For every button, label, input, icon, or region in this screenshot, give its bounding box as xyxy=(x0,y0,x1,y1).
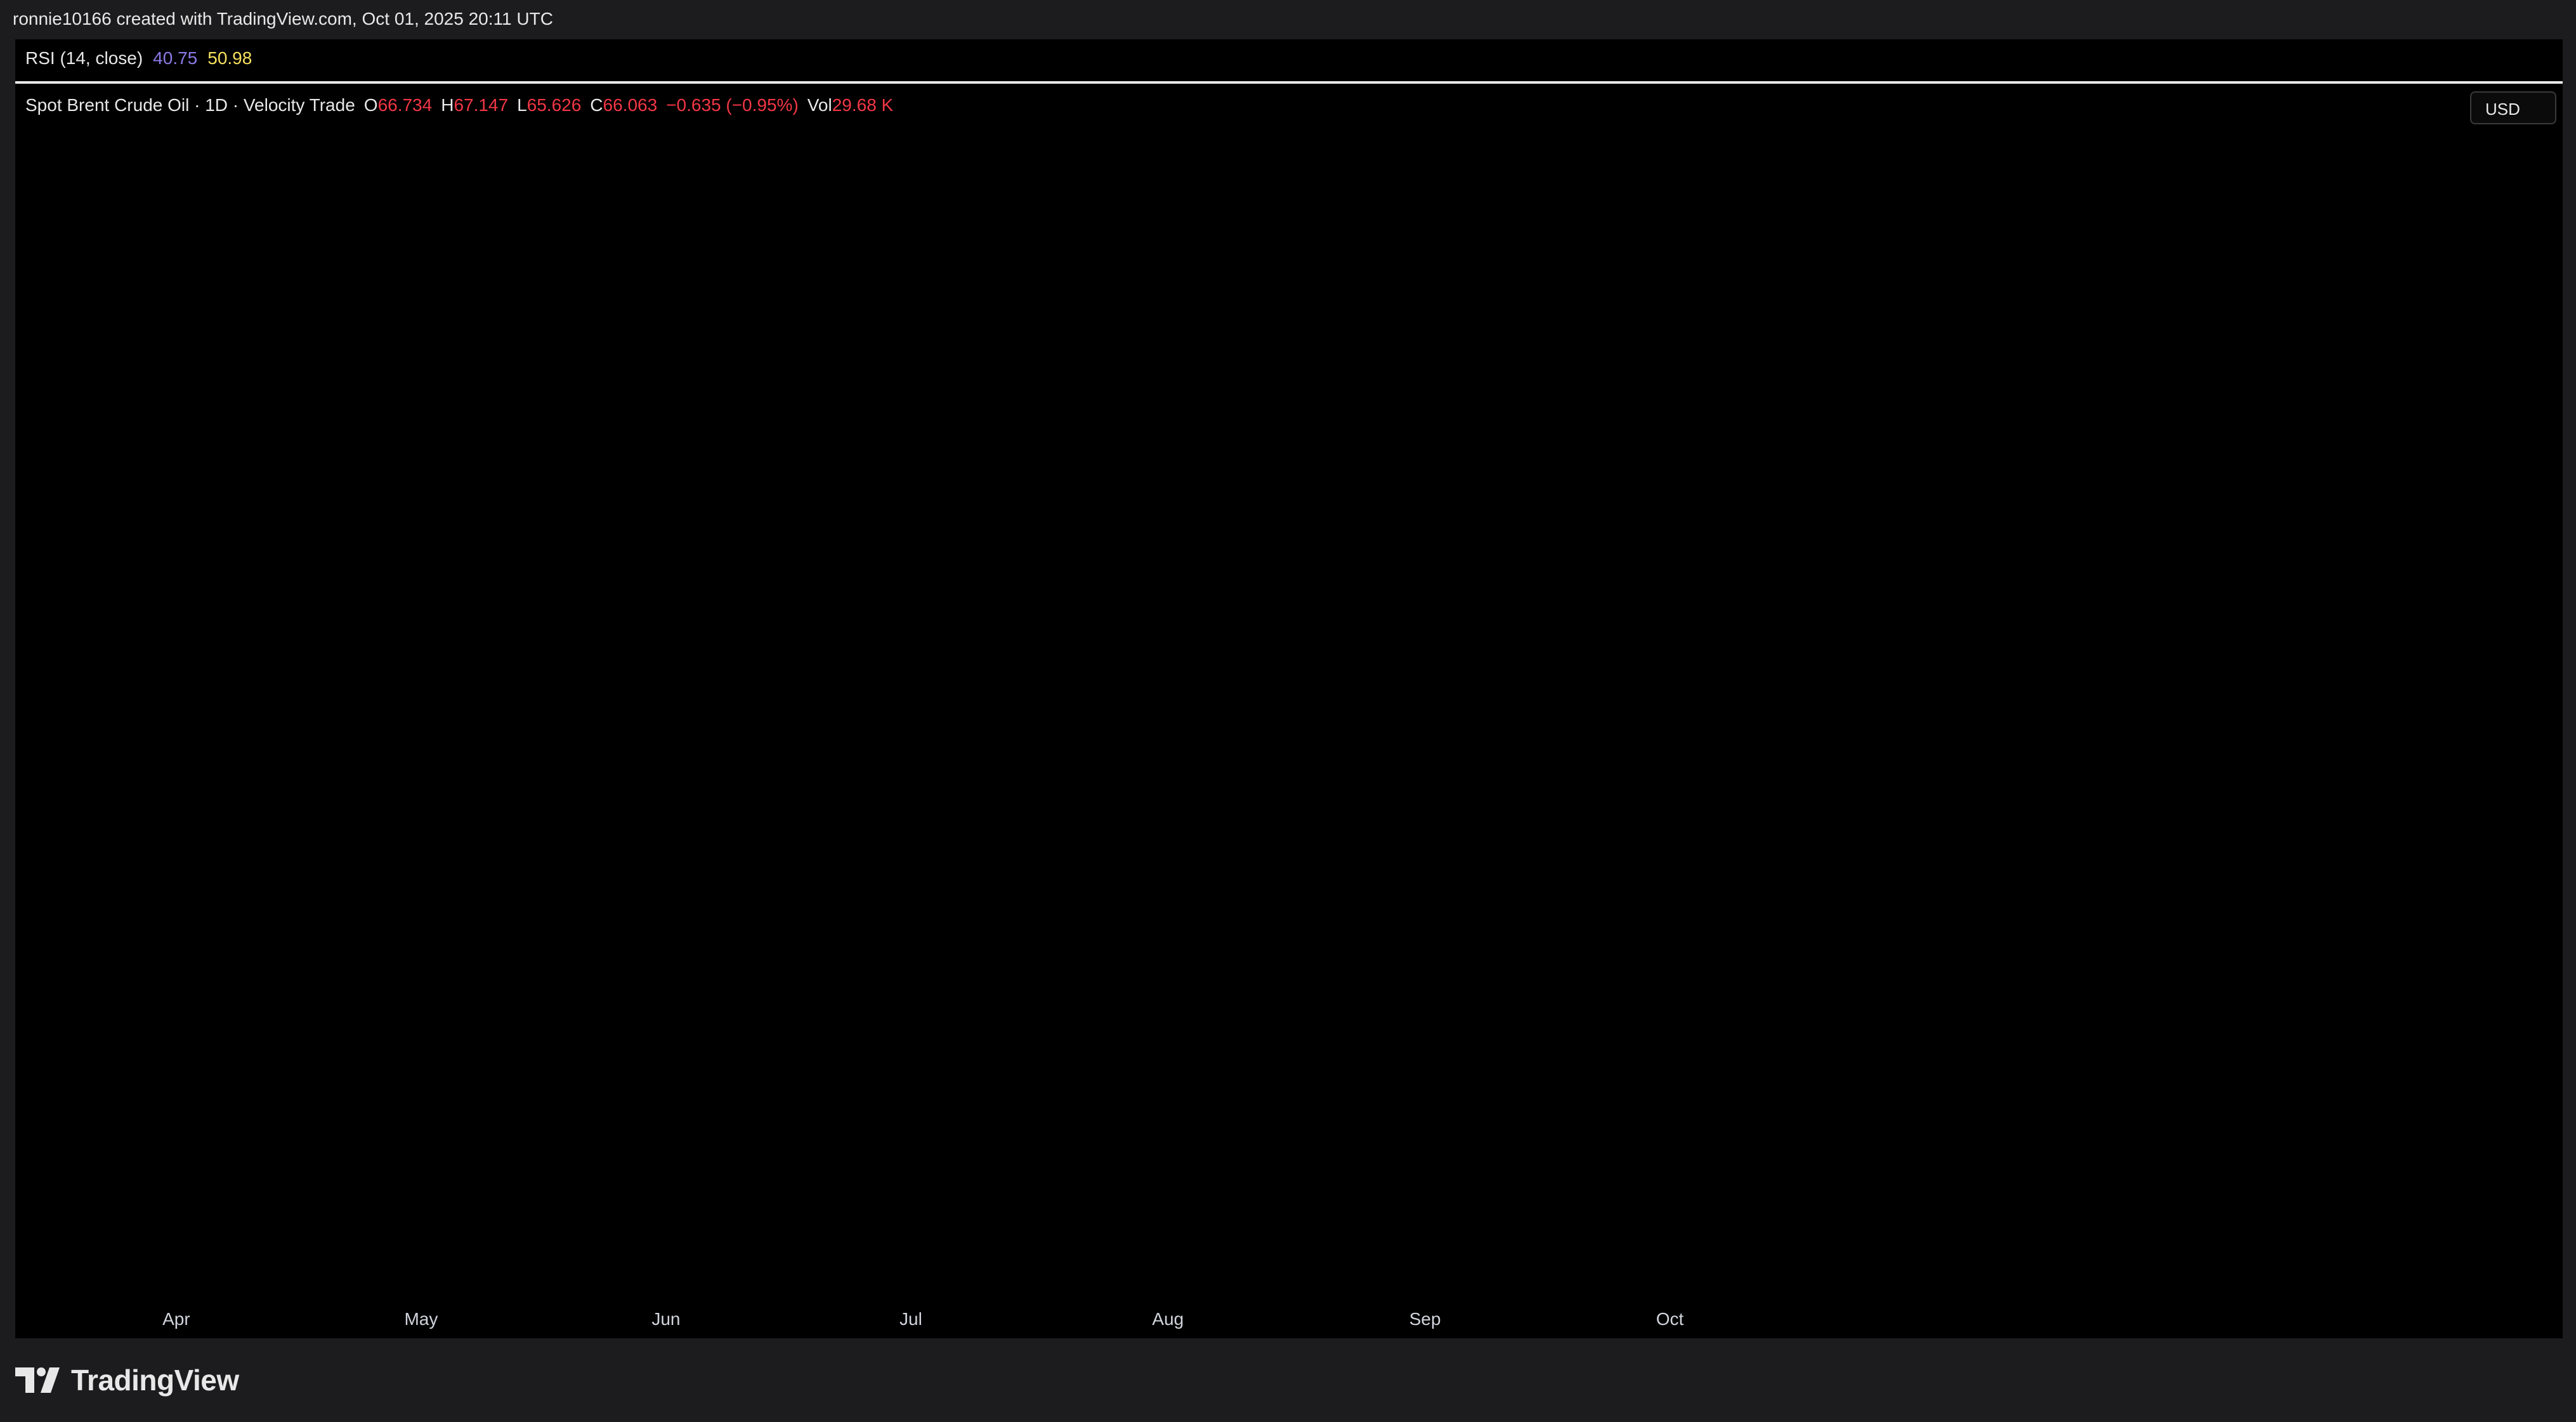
time-axis: Apr May Jun Jul Aug Sep Oct xyxy=(162,1309,1684,1329)
low-value: 65.626 xyxy=(526,95,582,115)
time-tick-label: Aug xyxy=(1152,1309,1184,1329)
main-chart-pane[interactable]: 57.00058.00059.00060.00061.00062.00063.0… xyxy=(15,84,2563,1338)
volume-key: Vol xyxy=(807,95,832,115)
rsi-legend: RSI (14, close) 40.75 50.98 xyxy=(25,48,252,68)
volume-value: 29.68 K xyxy=(832,95,894,115)
time-tick-label: Apr xyxy=(162,1309,190,1329)
rsi-value-2: 50.98 xyxy=(207,48,252,68)
symbol-legend: Spot Brent Crude Oil · 1D · Velocity Tra… xyxy=(25,95,893,115)
rsi-pane[interactable]: RSI (14, close) 40.75 50.98 xyxy=(15,39,2563,81)
pane-divider[interactable] xyxy=(15,81,2563,84)
time-tick-label: Jul xyxy=(899,1309,922,1329)
tradingview-logo[interactable]: TradingView xyxy=(15,1362,239,1398)
time-tick-label: Jun xyxy=(651,1309,680,1329)
high-key: H xyxy=(441,95,454,115)
attribution-bar: ronnie10166 created with TradingView.com… xyxy=(0,0,2576,39)
price-chart[interactable]: 57.00058.00059.00060.00061.00062.00063.0… xyxy=(15,84,2563,1338)
open-key: O xyxy=(363,95,378,115)
time-tick-label: Sep xyxy=(1409,1309,1441,1329)
time-tick-label: May xyxy=(404,1309,438,1329)
open-value: 66.734 xyxy=(377,95,433,115)
brand-name: TradingView xyxy=(71,1364,239,1397)
symbol-name: Spot Brent Crude Oil · 1D · Velocity Tra… xyxy=(25,95,355,115)
low-key: L xyxy=(517,95,527,115)
currency-button[interactable]: USD xyxy=(2470,91,2556,124)
close-value: 66.063 xyxy=(603,95,658,115)
attribution-text: ronnie10166 created with TradingView.com… xyxy=(13,9,553,29)
change-value: −0.635 (−0.95%) xyxy=(666,95,799,115)
close-key: C xyxy=(590,95,603,115)
time-tick-label: Oct xyxy=(1656,1309,1684,1329)
rsi-value-1: 40.75 xyxy=(153,48,198,68)
high-value: 67.147 xyxy=(454,95,509,115)
rsi-label: RSI (14, close) xyxy=(25,48,143,68)
tradingview-logo-icon xyxy=(15,1367,60,1393)
footer: TradingView xyxy=(0,1338,2576,1422)
